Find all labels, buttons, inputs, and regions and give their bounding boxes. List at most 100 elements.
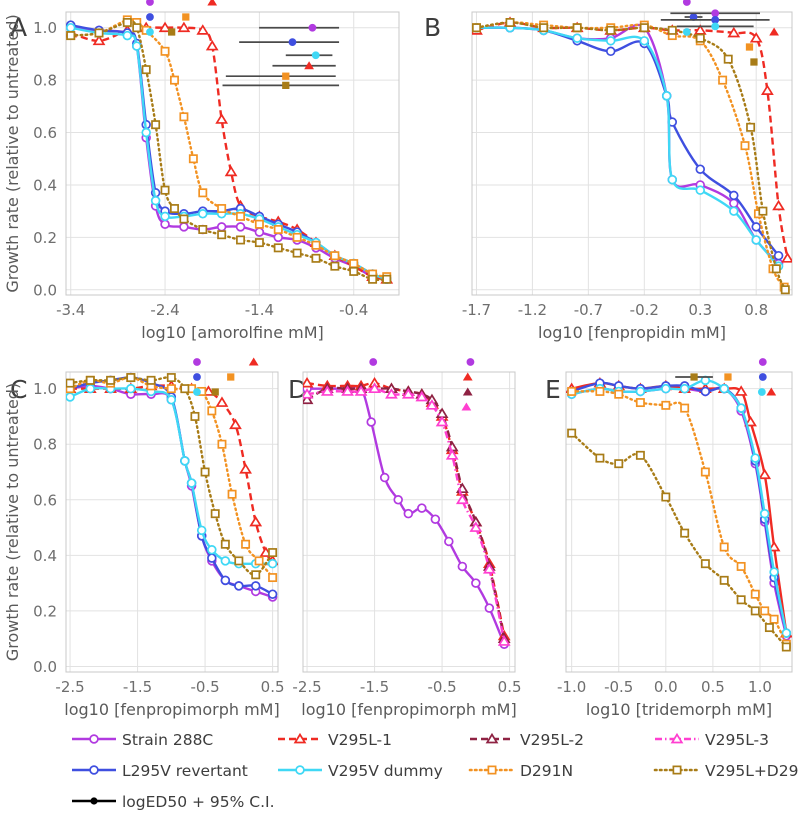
y-tick-label: 0.2 (33, 229, 57, 247)
data-point-marker (484, 603, 495, 613)
y-tick-label: 0.0 (33, 281, 57, 299)
series-v295v (66, 22, 392, 285)
ed50-marker-v295l1 (207, 0, 218, 6)
data-point-marker (311, 253, 321, 263)
data-point-marker (224, 165, 238, 177)
legend-label: D291N (520, 762, 573, 780)
data-point-marker (417, 503, 427, 513)
data-point-marker (211, 388, 219, 396)
data-point-marker (661, 91, 672, 101)
data-point-marker (700, 559, 710, 569)
data-point-marker (254, 238, 264, 248)
data-point-marker (680, 403, 690, 413)
data-point-marker (695, 164, 706, 174)
data-point-marker (220, 575, 231, 586)
series-strain288c (66, 22, 392, 285)
data-point-marker (106, 375, 116, 385)
data-point-marker (200, 467, 210, 477)
panel-letter-E: E (545, 375, 561, 404)
series-line (70, 23, 388, 281)
legend-item-l295v[interactable]: L295V revertant (72, 762, 248, 780)
data-point-marker (186, 478, 197, 488)
series-line (475, 21, 786, 289)
x-tick-label: -0.5 (190, 678, 219, 696)
ed50-marker-l295v (684, 13, 703, 21)
legend-label: Strain 288C (122, 731, 213, 749)
data-point-marker (724, 373, 732, 381)
x-tick-label: -1.5 (123, 678, 152, 696)
data-point-marker (196, 24, 210, 35)
data-point-marker (349, 266, 359, 276)
ed50-marker-strain288c (466, 358, 475, 366)
x-tick-label: 0.5 (261, 678, 285, 696)
data-point-marker (227, 373, 235, 381)
data-point-marker (430, 514, 441, 524)
ed50-marker-v295l2 (462, 387, 473, 396)
ed50-marker-strain288c (193, 358, 201, 366)
data-point-marker (773, 250, 784, 261)
data-point-marker (146, 0, 154, 6)
data-point-marker (234, 581, 244, 591)
data-point-marker (667, 25, 677, 35)
legend-item-strain288c[interactable]: Strain 288C (72, 731, 213, 749)
data-point-marker (217, 204, 227, 214)
data-point-marker (85, 383, 96, 394)
panel-letter-D: D (288, 375, 307, 404)
legend-item-v295v[interactable]: V295V dummy (278, 762, 443, 780)
legend-item-ci[interactable]: logED50 + 95% C.I. (72, 793, 275, 811)
data-point-marker (216, 222, 227, 232)
y-tick-label: 0.8 (33, 436, 57, 454)
data-point-marker (758, 358, 767, 366)
x-axis-title: log10 [fenpropimorph mM] (301, 700, 516, 719)
legend-item-v295l3[interactable]: V295L-3 (655, 731, 769, 749)
series-d291n (66, 373, 278, 583)
legend-item-d291n[interactable]: D291N (468, 762, 573, 780)
series-l295v (66, 20, 392, 285)
data-point-marker (180, 384, 190, 394)
legend-item-v295l2[interactable]: V295L-2 (470, 731, 584, 749)
data-point-marker (89, 734, 99, 744)
ed50-marker-v295l3 (461, 402, 472, 411)
data-point-marker (182, 13, 190, 21)
data-point-marker (567, 386, 577, 396)
data-point-marker (188, 154, 198, 164)
y-tick-label: 0.0 (33, 658, 57, 676)
data-point-marker (304, 61, 314, 70)
x-tick-label: -0.2 (630, 301, 659, 319)
data-point-marker (781, 628, 792, 638)
data-point-marker (311, 51, 320, 60)
ed50-marker-v295v (757, 388, 766, 396)
data-point-marker (241, 539, 251, 549)
data-point-marker (160, 46, 170, 56)
data-point-marker (605, 46, 616, 57)
data-point-marker (215, 113, 229, 124)
legend-item-v295l1[interactable]: V295L-1 (278, 731, 392, 749)
data-point-marker (207, 0, 218, 6)
legend-item-v295l_d291n[interactable]: V295L+D291N (653, 762, 800, 780)
series-layer (566, 375, 792, 652)
data-point-marker (672, 765, 682, 775)
data-point-marker (207, 545, 217, 555)
data-point-marker (267, 558, 278, 569)
data-point-marker (750, 606, 760, 616)
data-point-marker (170, 204, 179, 214)
legend-label: V295V dummy (328, 762, 443, 780)
series-line (306, 381, 506, 637)
data-point-marker (190, 411, 200, 421)
data-point-marker (308, 23, 317, 32)
ed50-marker-strain288c (369, 358, 378, 366)
data-point-marker (758, 468, 772, 480)
series-line (476, 26, 780, 257)
data-point-marker (177, 21, 191, 33)
data-point-marker (758, 373, 767, 381)
data-point-marker (311, 240, 321, 250)
legend-ci-label: logED50 + 95% C.I. (122, 793, 275, 811)
data-point-marker (444, 536, 454, 547)
data-point-marker (767, 540, 781, 552)
data-point-marker (293, 732, 307, 744)
data-point-marker (690, 373, 698, 381)
data-point-marker (667, 174, 678, 185)
series-d291n (66, 15, 392, 282)
data-point-marker (461, 402, 472, 411)
data-point-marker (369, 358, 378, 366)
